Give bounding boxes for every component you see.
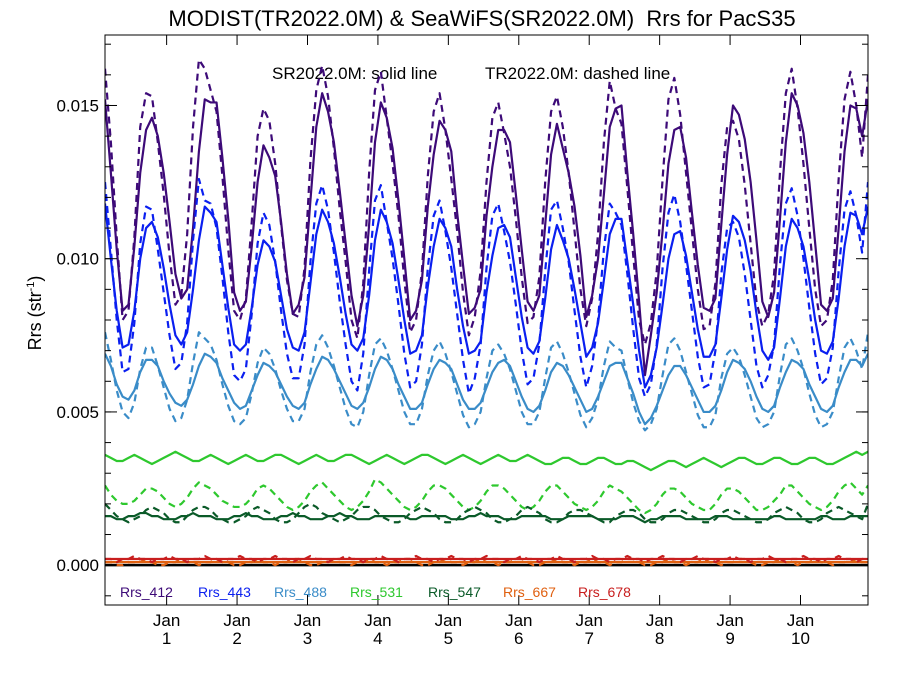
series-rrs-488-dashed-line <box>105 331 868 432</box>
series-rrs-443-dashed-line <box>105 177 868 398</box>
legend-item-rrs-443: Rrs_443 <box>198 584 251 600</box>
y-axis-label-sup: -1 <box>25 282 37 292</box>
legend-item-rrs-488: Rrs_488 <box>274 584 327 600</box>
series-rrs-412-dashed-line <box>105 58 868 346</box>
legend-item-rrs-412: Rrs_412 <box>120 584 173 600</box>
x-tick-label-month: Jan <box>787 611 814 630</box>
x-tick-label-year: 4 <box>373 629 382 648</box>
legend-item-rrs-667: Rrs_667 <box>503 584 556 600</box>
y-tick-label: 0.015 <box>56 96 99 115</box>
series-rrs-488-solid-line <box>105 352 868 426</box>
y-tick-label: 0.005 <box>56 403 99 422</box>
x-tick-label-month: Jan <box>294 611 321 630</box>
y-axis-label-close: ) <box>25 276 45 282</box>
x-tick-label-month: Jan <box>223 611 250 630</box>
x-tick-label-year: 9 <box>725 629 734 648</box>
legend-item-rrs-531: Rrs_531 <box>350 584 403 600</box>
x-tick-label-year: 10 <box>791 629 810 648</box>
x-tick-label-month: Jan <box>435 611 462 630</box>
series-rrs-547-solid-line <box>105 511 868 524</box>
chart-title: MODIST(TR2022.0M) & SeaWiFS(SR2022.0M) R… <box>168 6 795 31</box>
x-tick-label-year: 2 <box>232 629 241 648</box>
legend: Rrs_412 Rrs_443 Rrs_488 Rrs_531 Rrs_547 Rrs_6… <box>120 584 631 600</box>
series-rrs-443-solid-line <box>105 203 868 389</box>
legend-item-rrs-547: Rrs_547 <box>428 584 481 600</box>
y-axis-label: Rrs (str-1) <box>25 276 45 351</box>
x-tick-label-year: 3 <box>303 629 312 648</box>
axes: 0.0000.0050.0100.015Jan1Jan2Jan3Jan4Jan5… <box>56 34 869 648</box>
x-tick-label-year: 5 <box>444 629 453 648</box>
x-tick-label-year: 7 <box>584 629 593 648</box>
x-tick-label-year: 6 <box>514 629 523 648</box>
x-tick-label-month: Jan <box>505 611 532 630</box>
x-tick-label-month: Jan <box>716 611 743 630</box>
x-tick-label-month: Jan <box>646 611 673 630</box>
annotation-solid-label: SR2022.0M: solid line <box>272 64 437 83</box>
y-tick-label: 0.010 <box>56 250 99 269</box>
annotation-dashed-label: TR2022.0M: dashed line <box>485 64 670 83</box>
y-tick-label: 0.000 <box>56 556 99 575</box>
x-tick-label-month: Jan <box>364 611 391 630</box>
x-tick-label-year: 1 <box>162 629 171 648</box>
series-rrs-531-solid-line <box>105 450 868 472</box>
legend-item-rrs-678: Rrs_678 <box>578 584 631 600</box>
series-rrs-531-dashed-line <box>105 478 868 515</box>
x-tick-label-month: Jan <box>576 611 603 630</box>
series-rrs-547-dashed-line <box>105 502 868 524</box>
series-rrs-412-solid-line <box>105 92 868 377</box>
x-tick-label-year: 8 <box>655 629 664 648</box>
plot-area <box>105 58 868 567</box>
x-tick-label-month: Jan <box>153 611 180 630</box>
